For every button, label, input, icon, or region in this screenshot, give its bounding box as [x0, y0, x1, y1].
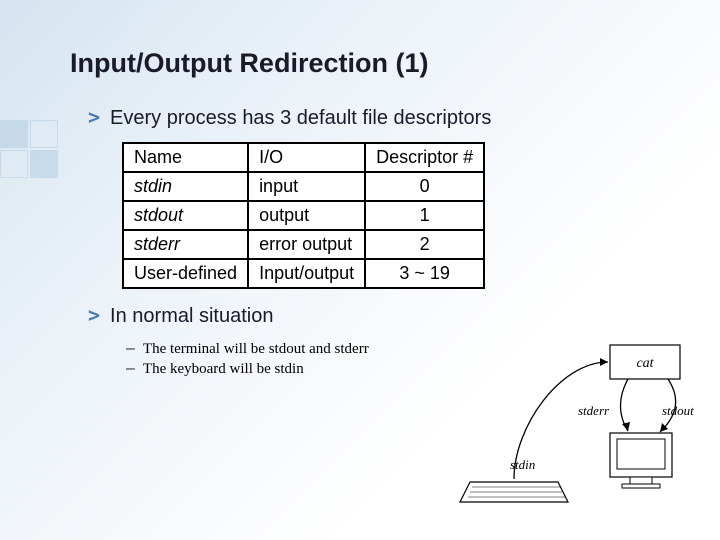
sub-2-text: The keyboard will be stdin — [143, 361, 304, 378]
keyboard-icon — [460, 482, 568, 502]
cell-name: stdin — [123, 172, 248, 201]
table-row: stdout output 1 — [123, 201, 484, 230]
sub-1-text: The terminal will be stdout and stderr — [143, 341, 369, 358]
cell-name: stdout — [123, 201, 248, 230]
cell-io: input — [248, 172, 365, 201]
fd-table-wrap: Name I/O Descriptor # stdin input 0 stdo… — [122, 142, 650, 289]
col-desc: Descriptor # — [365, 143, 484, 172]
table-row: stdin input 0 — [123, 172, 484, 201]
cell-io: output — [248, 201, 365, 230]
col-name: Name — [123, 143, 248, 172]
table-row: User-defined Input/output 3 ~ 19 — [123, 259, 484, 288]
chevron-icon: > — [88, 303, 100, 327]
dash-icon: – — [126, 360, 135, 378]
cell-desc: 2 — [365, 230, 484, 259]
stdin-label: stdin — [510, 457, 535, 472]
cell-name: stderr — [123, 230, 248, 259]
stderr-label: stderr — [578, 403, 610, 418]
bullet-2-text: In normal situation — [110, 305, 273, 328]
cell-name: User-defined — [123, 259, 248, 288]
table-row: stderr error output 2 — [123, 230, 484, 259]
io-diagram: cat stdin stdout stderr — [450, 337, 700, 512]
stdout-label: stdout — [662, 403, 694, 418]
slide-title: Input/Output Redirection (1) — [70, 48, 650, 79]
cell-desc: 1 — [365, 201, 484, 230]
slide-content: Input/Output Redirection (1) > Every pro… — [0, 0, 720, 378]
fd-table: Name I/O Descriptor # stdin input 0 stdo… — [122, 142, 485, 289]
bullet-1-text: Every process has 3 default file descrip… — [110, 107, 491, 130]
bullet-1: > Every process has 3 default file descr… — [88, 105, 650, 130]
cell-io: error output — [248, 230, 365, 259]
chevron-icon: > — [88, 105, 100, 129]
col-io: I/O — [248, 143, 365, 172]
monitor-icon — [610, 433, 672, 488]
bullet-2: > In normal situation — [88, 303, 650, 328]
cell-io: Input/output — [248, 259, 365, 288]
cell-desc: 3 ~ 19 — [365, 259, 484, 288]
table-header-row: Name I/O Descriptor # — [123, 143, 484, 172]
dash-icon: – — [126, 340, 135, 358]
cell-desc: 0 — [365, 172, 484, 201]
proc-label: cat — [636, 356, 654, 371]
